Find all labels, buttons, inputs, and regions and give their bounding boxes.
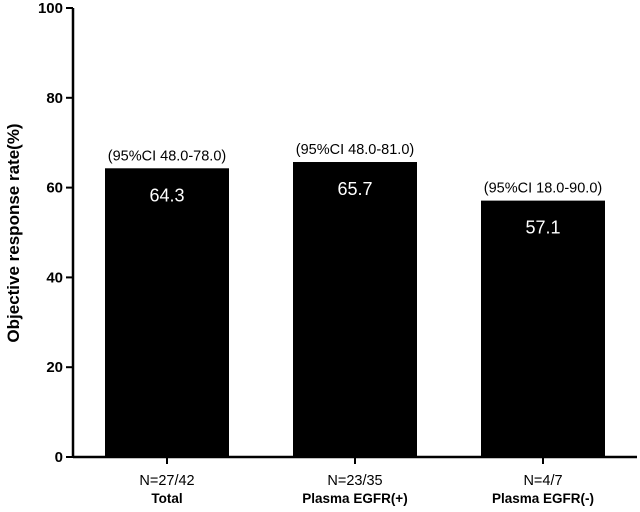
bar: [481, 200, 605, 457]
bar: [293, 162, 417, 457]
y-axis-label: Objective response rate(%): [4, 123, 23, 342]
ci-label: (95%CI 18.0-90.0): [484, 181, 602, 197]
y-tick-label: 80: [46, 90, 63, 107]
y-tick-label: 100: [38, 0, 63, 17]
sample-size-label: N=27/42: [139, 473, 194, 489]
x-category-label: Plasma EGFR(-): [492, 491, 594, 506]
sample-size-label: N=23/35: [327, 473, 382, 489]
sample-size-label: N=4/7: [523, 473, 562, 489]
bar-value-label: 57.1: [525, 218, 560, 238]
bars-group: (95%CI 48.0-78.0) 64.3 N=27/42 Total (95%CI …: [105, 142, 605, 506]
y-tick-label: 60: [46, 180, 63, 197]
bar-value-label: 65.7: [337, 179, 372, 199]
y-tick-label: 0: [55, 449, 63, 466]
y-tick-label: 20: [46, 359, 63, 376]
bar-value-label: 64.3: [149, 185, 184, 205]
ci-label: (95%CI 48.0-78.0): [108, 148, 226, 164]
y-tick-label: 40: [46, 269, 63, 286]
bar: [105, 168, 229, 457]
x-category-label: Total: [151, 491, 182, 506]
ci-label: (95%CI 48.0-81.0): [296, 142, 414, 158]
x-category-label: Plasma EGFR(+): [302, 491, 407, 506]
